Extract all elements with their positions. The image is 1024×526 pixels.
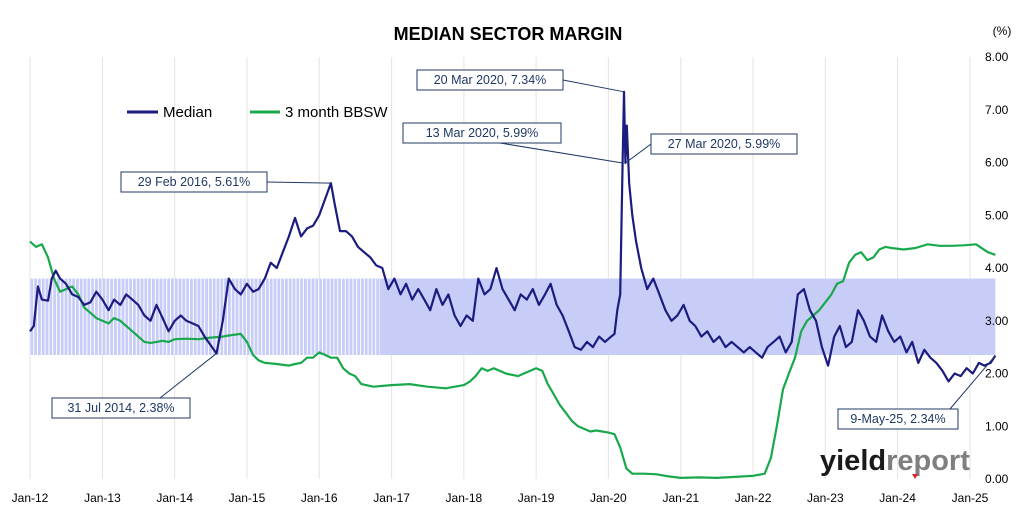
annotation-label: 29 Feb 2016, 5.61%	[138, 175, 251, 189]
x-tick-label: Jan-22	[735, 491, 772, 505]
x-tick-label: Jan-19	[518, 491, 555, 505]
annotation-leader-line	[159, 353, 217, 399]
annotation-label: 27 Mar 2020, 5.99%	[668, 137, 781, 151]
x-tick-label: Jan-15	[229, 491, 266, 505]
band-hatched	[30, 278, 380, 356]
annotation-box	[416, 69, 564, 91]
y-tick-label: 0.00	[985, 472, 1009, 486]
annotation-box	[837, 408, 959, 430]
x-tick-label: Jan-16	[301, 491, 338, 505]
logo-part-report: report	[886, 445, 970, 477]
x-tick-label: Jan-18	[446, 491, 483, 505]
y-tick-label: 5.00	[985, 208, 1009, 222]
legend: Median 3 month BBSW	[127, 104, 388, 121]
y-tick-label: 8.00	[985, 50, 1009, 64]
annotation-box	[650, 133, 798, 155]
annotation-label: 13 Mar 2020, 5.99%	[426, 126, 539, 140]
annotation-leader-line	[562, 79, 625, 93]
chart-title: MEDIAN SECTOR MARGIN	[394, 24, 623, 44]
x-tick-label: Jan-13	[84, 491, 121, 505]
annotation-leader-line	[499, 142, 623, 164]
annotations: 29 Feb 2016, 5.61% 31 Jul 2014, 2.38% 20…	[51, 69, 959, 430]
annotation-2020-peak: 20 Mar 2020, 7.34%	[416, 69, 564, 91]
annotation-label: 9-May-25, 2.34%	[850, 412, 945, 426]
annotation-box	[51, 397, 191, 419]
legend-label-bbsw: 3 month BBSW	[285, 104, 388, 121]
annotation-2020-mar13: 13 Mar 2020, 5.99%	[402, 122, 562, 144]
annotation-leader-line	[266, 181, 331, 184]
logo-accent-icon	[912, 474, 918, 479]
series-line-3-month-bbsw	[29, 240, 996, 479]
annotation-label: 31 Jul 2014, 2.38%	[67, 401, 174, 415]
series-lines	[29, 90, 997, 479]
x-tick-label: Jan-17	[373, 491, 410, 505]
x-tick-label: Jan-25	[952, 491, 989, 505]
annotation-leader-line	[625, 143, 652, 164]
y-axis-unit: (%)	[993, 24, 1012, 38]
range-band	[30, 278, 996, 356]
yieldreport-logo: yieldreport	[820, 445, 970, 479]
y-tick-label: 7.00	[985, 103, 1009, 117]
x-tick-label: Jan-14	[156, 491, 193, 505]
annotation-2016-peak: 29 Feb 2016, 5.61%	[120, 171, 268, 193]
annotation-2020-mar27: 27 Mar 2020, 5.99%	[650, 133, 798, 155]
y-tick-label: 1.00	[985, 419, 1009, 433]
annotation-leaders	[159, 79, 996, 410]
annotation-box	[402, 122, 562, 144]
annotation-box	[120, 171, 268, 193]
x-tick-label: Jan-20	[590, 491, 627, 505]
y-tick-label: 3.00	[985, 314, 1009, 328]
annotation-label: 20 Mar 2020, 7.34%	[434, 73, 547, 87]
logo-part-yield: yield	[820, 445, 886, 477]
y-tick-label: 2.00	[985, 367, 1009, 381]
logo-text: yieldreport	[820, 445, 970, 477]
legend-label-median: Median	[163, 104, 212, 121]
annotation-latest: 9-May-25, 2.34%	[837, 408, 959, 430]
x-tick-label: Jan-21	[662, 491, 699, 505]
y-tick-label: 4.00	[985, 261, 1009, 275]
x-tick-label: Jan-12	[12, 491, 49, 505]
annotation-leader-line	[949, 355, 996, 410]
x-tick-label: Jan-24	[879, 491, 916, 505]
series-line-median	[29, 90, 997, 383]
y-axis-ticks: 0.00 1.00 2.00 3.00 4.00 5.00 6.00 7.00 8.00	[985, 50, 1009, 486]
y-tick-label: 6.00	[985, 156, 1009, 170]
x-axis-ticks: Jan-12 Jan-13 Jan-14 Jan-15 Jan-16 Jan-17 Jan-…	[12, 491, 989, 505]
x-tick-label: Jan-23	[807, 491, 844, 505]
annotation-2014-low: 31 Jul 2014, 2.38%	[51, 397, 191, 419]
